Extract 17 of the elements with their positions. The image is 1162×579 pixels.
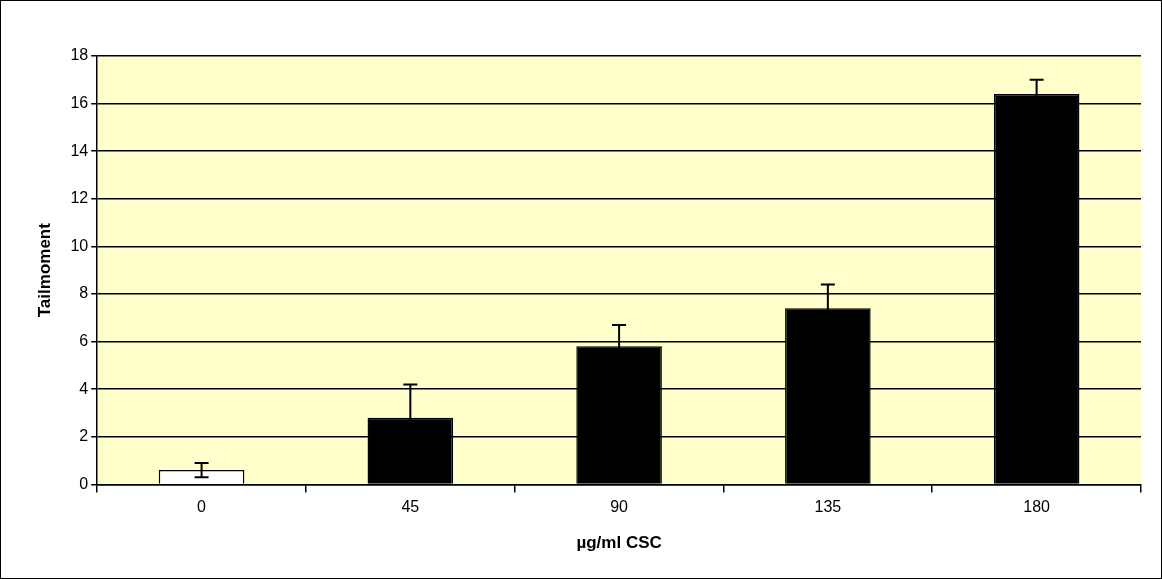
y-tick-label: 16 <box>70 94 89 112</box>
y-tick-label: 6 <box>79 332 89 350</box>
x-axis-title: µg/ml CSC <box>576 533 662 553</box>
y-tick-label: 10 <box>70 236 89 254</box>
x-tick-label: 180 <box>1023 498 1051 516</box>
y-tick-label: 0 <box>79 474 89 492</box>
y-tick-label: 14 <box>70 141 89 159</box>
x-tick-label: 90 <box>610 498 629 516</box>
y-tick-label: 2 <box>79 427 89 445</box>
y-tick-label: 8 <box>79 284 89 302</box>
x-tick-label: 135 <box>814 498 842 516</box>
y-tick-label: 18 <box>70 46 89 64</box>
y-tick-label: 12 <box>70 189 89 207</box>
y-tick-label: 4 <box>79 379 89 397</box>
y-axis-title: Tailmoment <box>34 222 54 318</box>
x-tick-label: 45 <box>401 498 420 516</box>
x-tick-label: 0 <box>197 498 207 516</box>
